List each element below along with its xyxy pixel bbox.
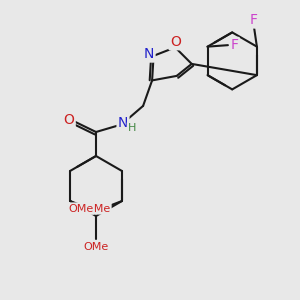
Text: OMe: OMe — [83, 242, 109, 252]
Text: O: O — [170, 35, 181, 49]
Text: OMe: OMe — [85, 203, 110, 214]
Text: H: H — [128, 123, 136, 133]
Text: O: O — [64, 113, 74, 127]
Text: N: N — [118, 116, 128, 130]
Text: OMe: OMe — [68, 203, 94, 214]
Text: F: F — [230, 38, 238, 52]
Text: N: N — [144, 47, 154, 61]
Text: F: F — [250, 13, 258, 27]
